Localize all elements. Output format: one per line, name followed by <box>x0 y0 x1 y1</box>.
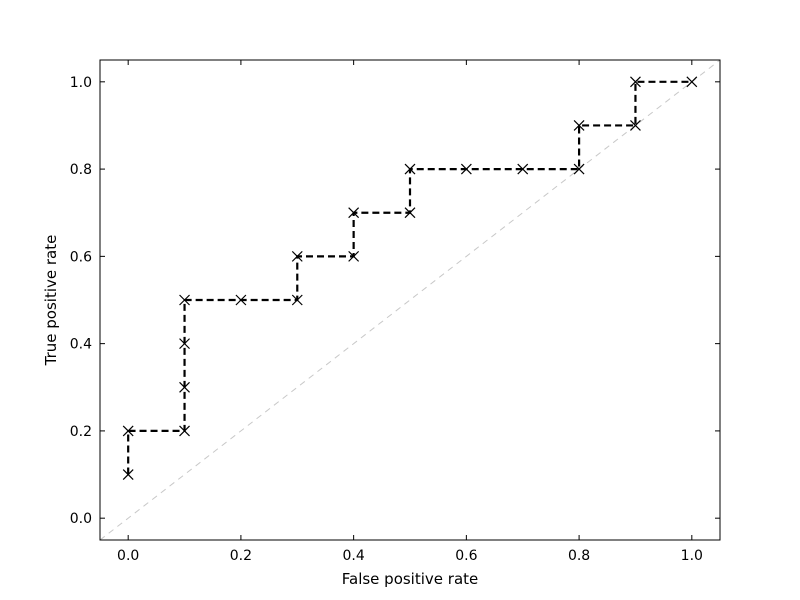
x-tick-label: 0.6 <box>455 548 477 564</box>
y-tick-label: 0.8 <box>70 162 92 178</box>
x-tick-label: 0.4 <box>343 548 365 564</box>
x-axis-label: False positive rate <box>342 570 479 588</box>
plot-area <box>100 60 720 540</box>
y-tick-label: 0.0 <box>70 511 92 527</box>
reference-diagonal-line <box>100 60 720 540</box>
x-tick-label: 0.0 <box>117 548 139 564</box>
roc-curve-line <box>128 82 692 475</box>
y-tick-label: 0.6 <box>70 249 92 265</box>
y-tick-label: 0.4 <box>70 337 92 353</box>
y-axis-label: True positive rate <box>42 235 60 367</box>
y-tick-label: 1.0 <box>70 75 92 91</box>
x-tick-label: 0.2 <box>230 548 252 564</box>
x-tick-label: 0.8 <box>568 548 590 564</box>
y-tick-label: 0.2 <box>70 424 92 440</box>
plot-frame <box>100 60 720 540</box>
x-tick-label: 1.0 <box>681 548 703 564</box>
